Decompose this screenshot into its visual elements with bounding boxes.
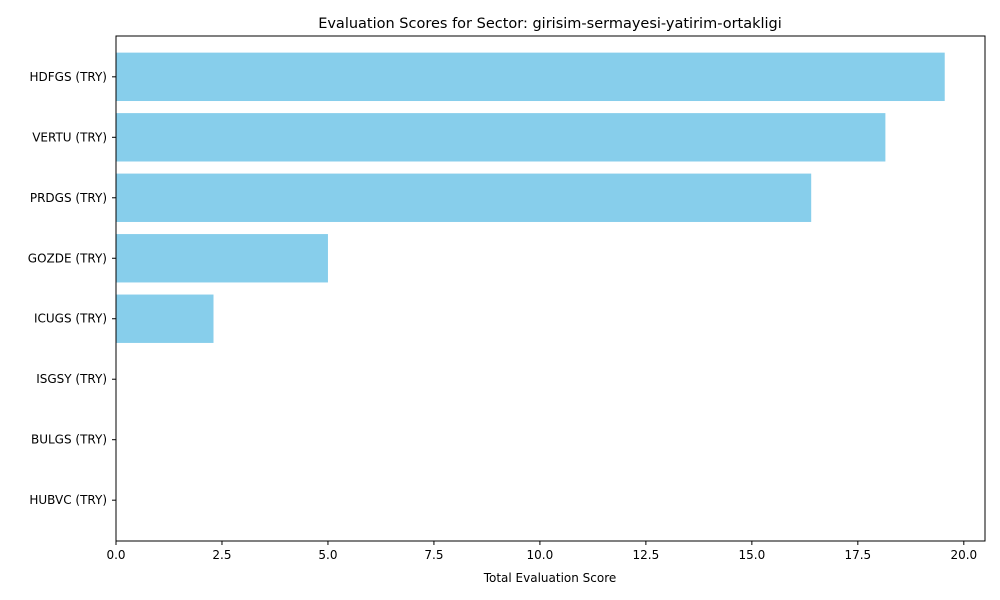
bar-2 [116, 173, 812, 222]
x-axis-ticks: 0.0 2.5 5.0 7.5 10.0 12.5 15.0 17.5 20.0 [106, 541, 977, 562]
bar-0 [116, 52, 945, 102]
y-tick-label: ISGSY (TRY) [36, 372, 107, 386]
x-tick-label: 10.0 [527, 548, 554, 562]
chart-title: Evaluation Scores for Sector: girisim-se… [318, 16, 782, 32]
y-tick-label: VERTU (TRY) [32, 130, 107, 144]
y-tick-label: HDFGS (TRY) [30, 70, 108, 84]
y-tick-label: HUBVC (TRY) [29, 493, 107, 507]
y-tick-label: PRDGS (TRY) [30, 191, 107, 205]
x-axis-label: Total Evaluation Score [483, 571, 617, 585]
bar-4 [116, 294, 214, 343]
bars-layer [116, 52, 945, 343]
y-axis-ticks: HDFGS (TRY) VERTU (TRY) PRDGS (TRY) GOZDE (… [28, 70, 116, 507]
x-tick-label: 5.0 [318, 548, 337, 562]
x-tick-label: 15.0 [738, 548, 765, 562]
x-tick-label: 17.5 [844, 548, 871, 562]
bar-3 [116, 234, 328, 283]
x-tick-label: 0.0 [106, 548, 125, 562]
y-tick-label: ICUGS (TRY) [34, 312, 107, 326]
y-tick-label: GOZDE (TRY) [28, 251, 107, 265]
y-tick-label: BULGS (TRY) [31, 433, 107, 447]
x-tick-label: 7.5 [424, 548, 443, 562]
x-tick-label: 20.0 [950, 548, 977, 562]
x-tick-label: 12.5 [633, 548, 660, 562]
bar-1 [116, 113, 886, 162]
x-tick-label: 2.5 [212, 548, 231, 562]
plot-frame [115, 35, 986, 542]
